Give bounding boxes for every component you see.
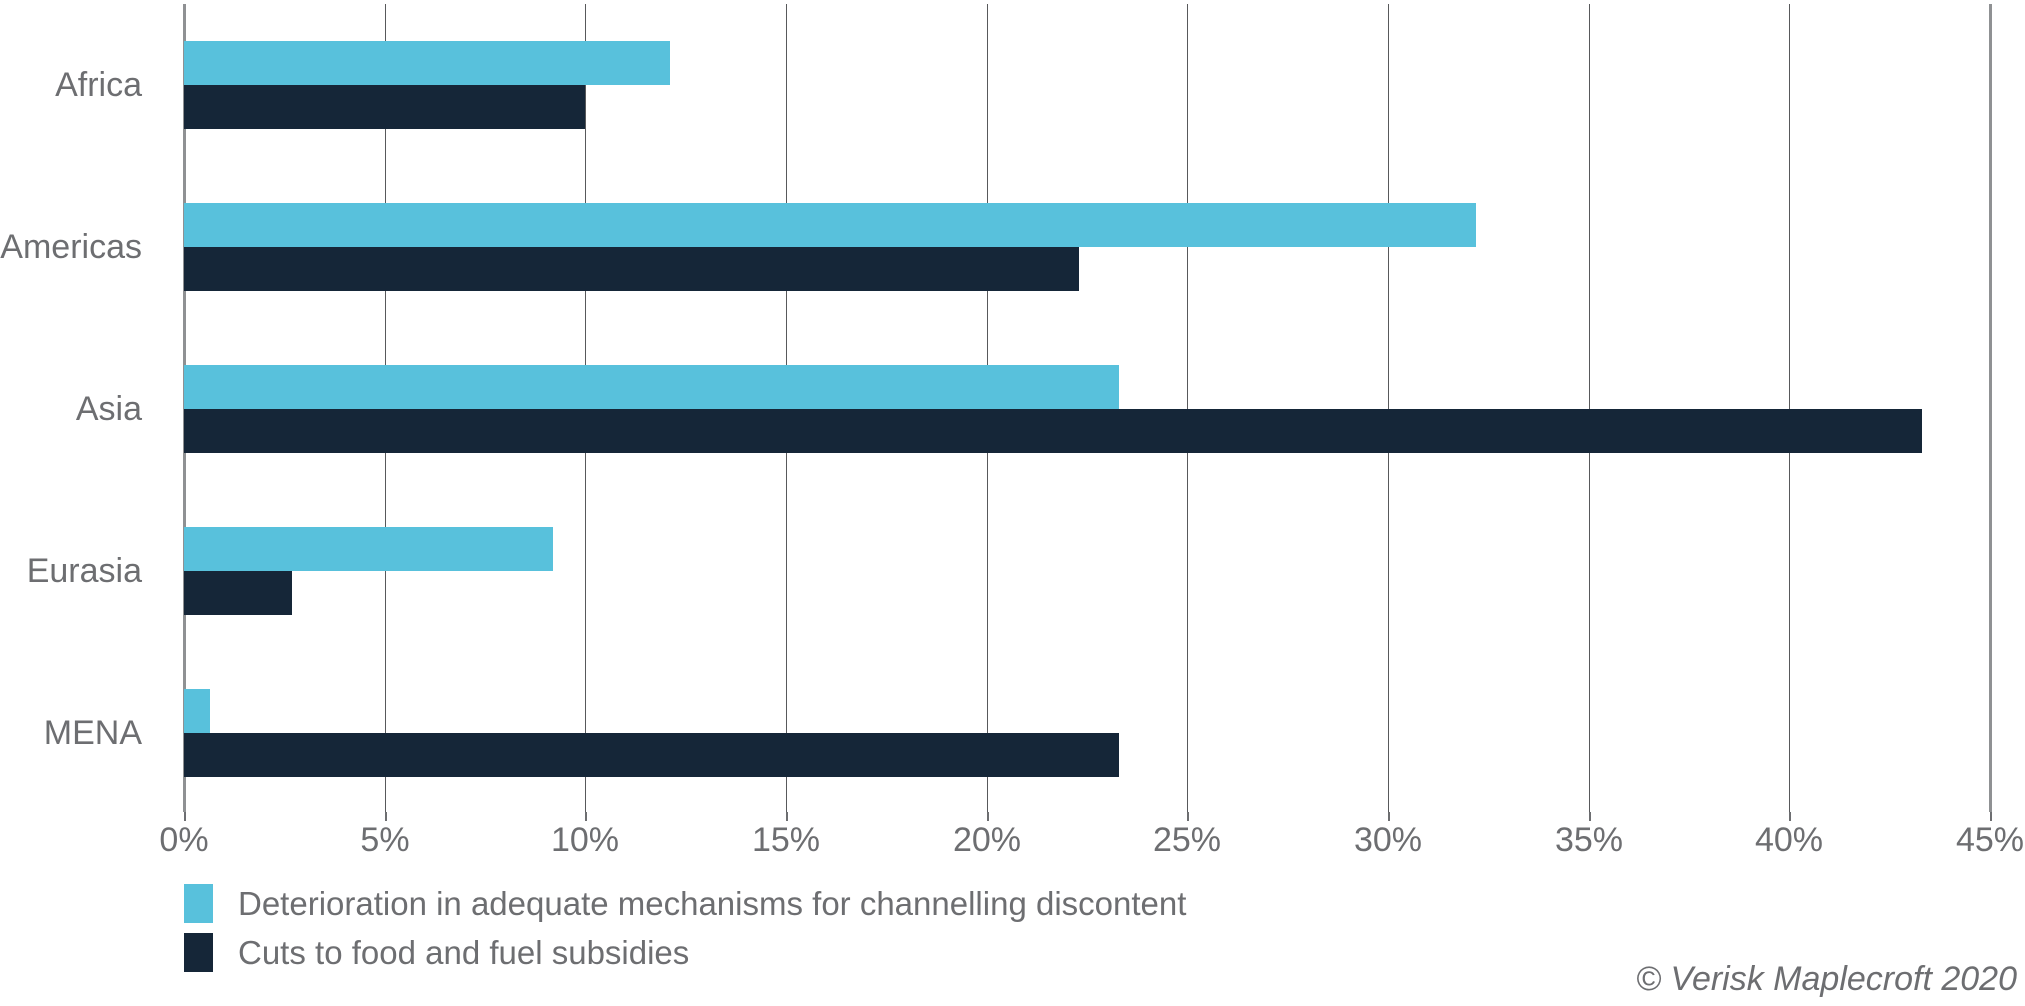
x-tick-label: 20% [952, 821, 1022, 859]
plot-area [183, 4, 1992, 821]
x-tick-label: 15% [751, 821, 821, 859]
x-tick-label: 25% [1152, 821, 1222, 859]
x-tick-label: 10% [550, 821, 620, 859]
category-label-americas: Americas [0, 228, 142, 266]
axis-tick [585, 812, 587, 821]
axis-tick [786, 812, 788, 821]
category-label-africa: Africa [55, 66, 142, 104]
x-tick-label: 5% [360, 821, 410, 859]
x-tick-label: 30% [1353, 821, 1423, 859]
axis-tick [1789, 812, 1791, 821]
x-tick-label: 40% [1754, 821, 1824, 859]
legend-label-series2: Cuts to food and fuel subsidies [238, 933, 690, 971]
gridline [1388, 4, 1389, 812]
legend-swatch-series2 [184, 933, 213, 972]
category-label-eurasia: Eurasia [26, 552, 142, 590]
bar-asia-series2 [184, 409, 1922, 453]
axis-tick [1589, 812, 1591, 821]
x-tick-label: 0% [159, 821, 209, 859]
category-label-mena: MENA [43, 714, 142, 752]
x-tick-label: 45% [1955, 821, 2025, 859]
bar-mena-series2 [184, 733, 1119, 777]
axis-tick [385, 812, 387, 821]
axis-tick [184, 812, 186, 821]
category-label-asia: Asia [75, 390, 142, 428]
bar-eurasia-series2 [184, 571, 292, 615]
legend-swatch-series1 [184, 884, 213, 923]
gridline [1187, 4, 1188, 812]
axis-tick [1187, 812, 1189, 821]
copyright-text: © Verisk Maplecroft 2020 [1636, 960, 2017, 998]
bar-americas-series1 [184, 203, 1476, 247]
bar-asia-series1 [184, 365, 1119, 409]
gridline [1789, 4, 1790, 812]
legend-item-series1: Deterioration in adequate mechanisms for… [184, 884, 1186, 923]
bar-africa-series1 [184, 41, 670, 85]
axis-line [1989, 4, 1992, 812]
legend-item-series2: Cuts to food and fuel subsidies [184, 933, 689, 972]
axis-tick [1388, 812, 1390, 821]
gridline [1589, 4, 1590, 812]
x-tick-label: 35% [1554, 821, 1624, 859]
axis-tick [1990, 812, 1992, 821]
bar-mena-series1 [184, 689, 210, 733]
axis-tick [987, 812, 989, 821]
legend-label-series1: Deterioration in adequate mechanisms for… [238, 884, 1187, 922]
bar-africa-series2 [184, 85, 585, 129]
bar-americas-series2 [184, 247, 1079, 291]
bar-eurasia-series1 [184, 527, 553, 571]
